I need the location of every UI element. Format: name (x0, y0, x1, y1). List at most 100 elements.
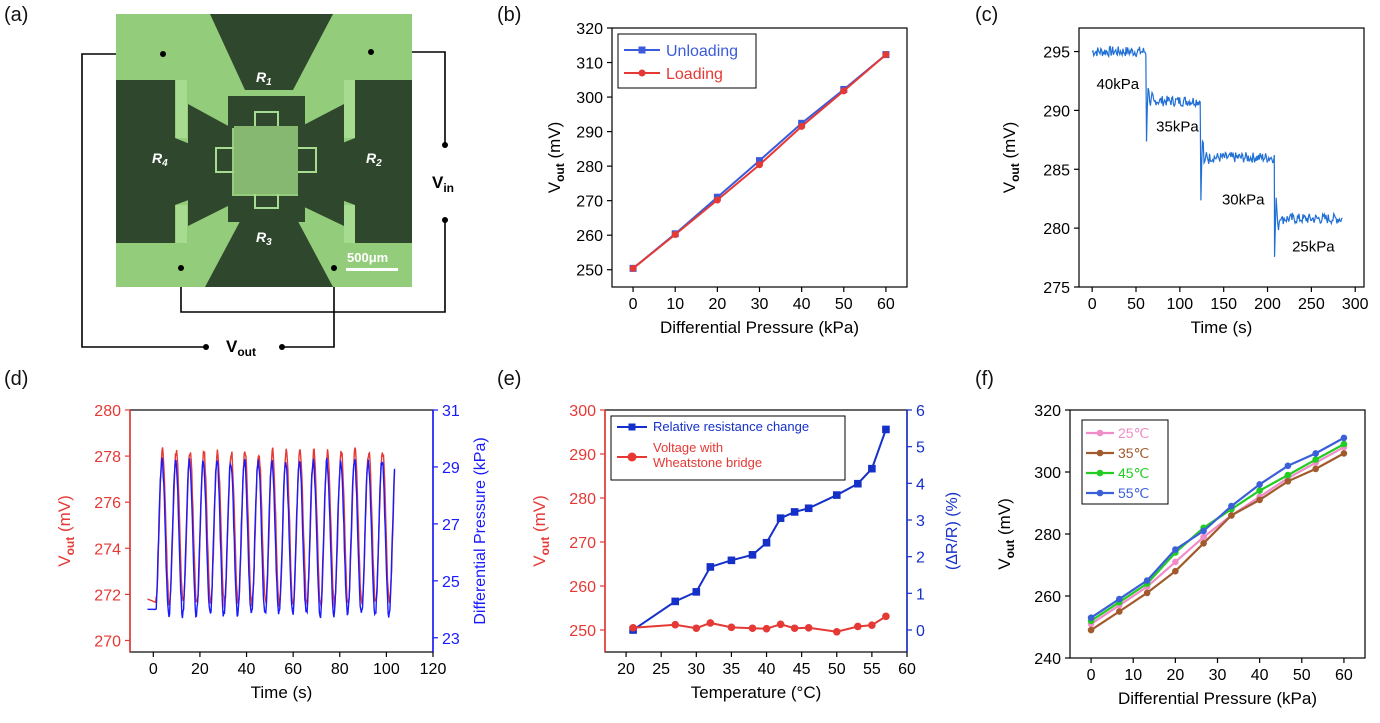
panel-label-f: (f) (975, 368, 994, 390)
chart-e-point (868, 464, 876, 473)
chart-f-point (1228, 505, 1235, 513)
chart-f-legend-marker (1096, 489, 1104, 497)
chart-d-ytick-label: 278 (94, 449, 121, 466)
chart-f-point (1312, 459, 1319, 467)
chart-b-ytick-label: 260 (576, 228, 603, 245)
chart-f-point (1143, 580, 1151, 587)
chart-b-point (671, 231, 679, 239)
chart-c-annotation: 25kPa (1292, 239, 1335, 256)
chart-f-point (1284, 474, 1292, 482)
chart-b-ytick-label: 290 (576, 125, 603, 142)
chart-b-legend-marker (638, 69, 646, 77)
chart-f-point (1087, 617, 1095, 625)
chart-f-point (1143, 583, 1151, 590)
chart-b-point (629, 264, 637, 272)
chart-f-xtick-label: 50 (1293, 667, 1311, 684)
chart-b-ytick-label: 270 (576, 194, 603, 211)
chart-e-group: 20 25 30 35 40 45 50 55 60250260270280290300Temp… (530, 403, 961, 702)
chart-c-ytick-label: 275 (1043, 280, 1070, 297)
chart-e-legend-label: Relative resistance change (653, 419, 809, 434)
chart-f-series-line (1090, 443, 1345, 622)
chart-b-xtick-label: 10 (666, 296, 684, 313)
chart-f-legend-marker (1096, 469, 1104, 477)
panel-label-c: (c) (975, 4, 999, 26)
chart-d-ylabel: Vout (mV) (55, 495, 77, 567)
chart-e-xlabel: Temperature (°C) (691, 683, 822, 702)
chart-b-ylabel: Vout (mV) (545, 122, 567, 194)
chart-e-ytick-right-label: 4 (916, 476, 925, 493)
chart-e-point (882, 612, 890, 621)
chart-f-point (1087, 614, 1095, 621)
chart-e-ytick-right-label: 3 (916, 513, 925, 530)
chart-b-ytick-label: 300 (576, 90, 603, 107)
chart-e-ytick-right-label: 1 (916, 586, 925, 603)
chart-e-point (748, 624, 757, 633)
chart-c-xtick-label: 100 (1166, 296, 1193, 313)
chart-d-ytick-label: 276 (94, 495, 121, 512)
chart-e-ytick-right-label: 2 (916, 550, 925, 567)
chart-f-point (1256, 481, 1263, 488)
chart-e-ytick-right-label: 0 (916, 623, 925, 640)
vout-label: Vout (226, 337, 256, 359)
chart-c-ytick-label: 280 (1043, 221, 1070, 238)
chart-f-legend-label: 25℃ (1118, 425, 1149, 441)
chart-c-xtick-label: 200 (1254, 296, 1281, 313)
chart-e-point (706, 619, 715, 627)
chart-f-point (1340, 443, 1348, 451)
chart-e-point (671, 597, 680, 606)
scale-bar (346, 268, 398, 271)
chart-c-xtick-label: 250 (1298, 296, 1325, 313)
chart-f-group: 0 10 20 30 40 50 60 240 260 280 300 320 Differential… (995, 403, 1366, 708)
chart-e-legend-box (610, 415, 846, 481)
chart-d-frame (129, 409, 434, 653)
chart-f-point (1116, 602, 1123, 609)
chart-d-ytick-label: 270 (94, 633, 121, 650)
chart-d-xtick-label: 60 (284, 661, 302, 678)
chart-f-point (1340, 450, 1348, 457)
chart-f-frame (1069, 409, 1366, 659)
chart-e-point (868, 621, 876, 629)
chart-c-xlabel: Time (s) (1191, 318, 1253, 337)
chart-e-legend-label: Voltage with Wheatstone bridge (653, 440, 762, 470)
chart-f-point (1228, 502, 1235, 510)
chart-e-point (671, 620, 680, 629)
chart-c-ylabel: Vout (mV) (1000, 122, 1022, 194)
chart-f-point (1172, 549, 1179, 556)
chart-c-annotation: 30kPa (1222, 192, 1265, 209)
chart-f-point (1284, 478, 1292, 485)
chart-b-point (713, 196, 721, 204)
diaphragm (234, 126, 298, 194)
chart-e-xtick-label: 45 (793, 661, 811, 678)
chart-b-xtick-label: 40 (793, 296, 811, 313)
chart-b-ytick-label: 320 (576, 21, 603, 38)
chart-f-xtick-label: 40 (1251, 667, 1269, 684)
chart-f-point (1340, 434, 1348, 442)
chart-c-frame (1078, 27, 1365, 288)
chart-f-legend-marker (1096, 449, 1104, 457)
chart-e-xtick-label: 40 (758, 661, 776, 678)
chart-c-ytick-label: 285 (1043, 162, 1070, 179)
chart-f-legend-marker (1096, 429, 1104, 437)
chart-d-ylabel-right: Differential Pressure (kPa) (472, 437, 489, 624)
chart-e-point (776, 620, 785, 629)
chart-f-legend-label: 55℃ (1118, 485, 1149, 501)
chart-d-ytick-right-label: 27 (442, 517, 460, 534)
chart-f-point (1256, 487, 1263, 494)
resistor-label-r3: R3 (256, 229, 272, 248)
chart-e-ytick-label: 250 (569, 623, 596, 640)
chart-b-legend-box (617, 33, 757, 89)
resistor-label-r1: R1 (256, 69, 272, 88)
chart-f-legend-label: 35℃ (1118, 445, 1149, 461)
chart-b-point (713, 193, 721, 201)
chart-e-point (790, 624, 799, 633)
chart-d-xtick-label: 20 (191, 661, 209, 678)
chart-b-point (798, 119, 806, 127)
chart-b-legend-label: Unloading (666, 43, 738, 60)
chart-f-point (1312, 465, 1319, 473)
chart-e-point (727, 556, 736, 565)
chart-f-series-line (1090, 446, 1345, 625)
chart-e-point (706, 563, 715, 571)
chart-f-point (1284, 471, 1292, 479)
chart-d-ytick-right-label: 29 (442, 460, 460, 477)
chart-b-xtick-label: 20 (708, 296, 726, 313)
